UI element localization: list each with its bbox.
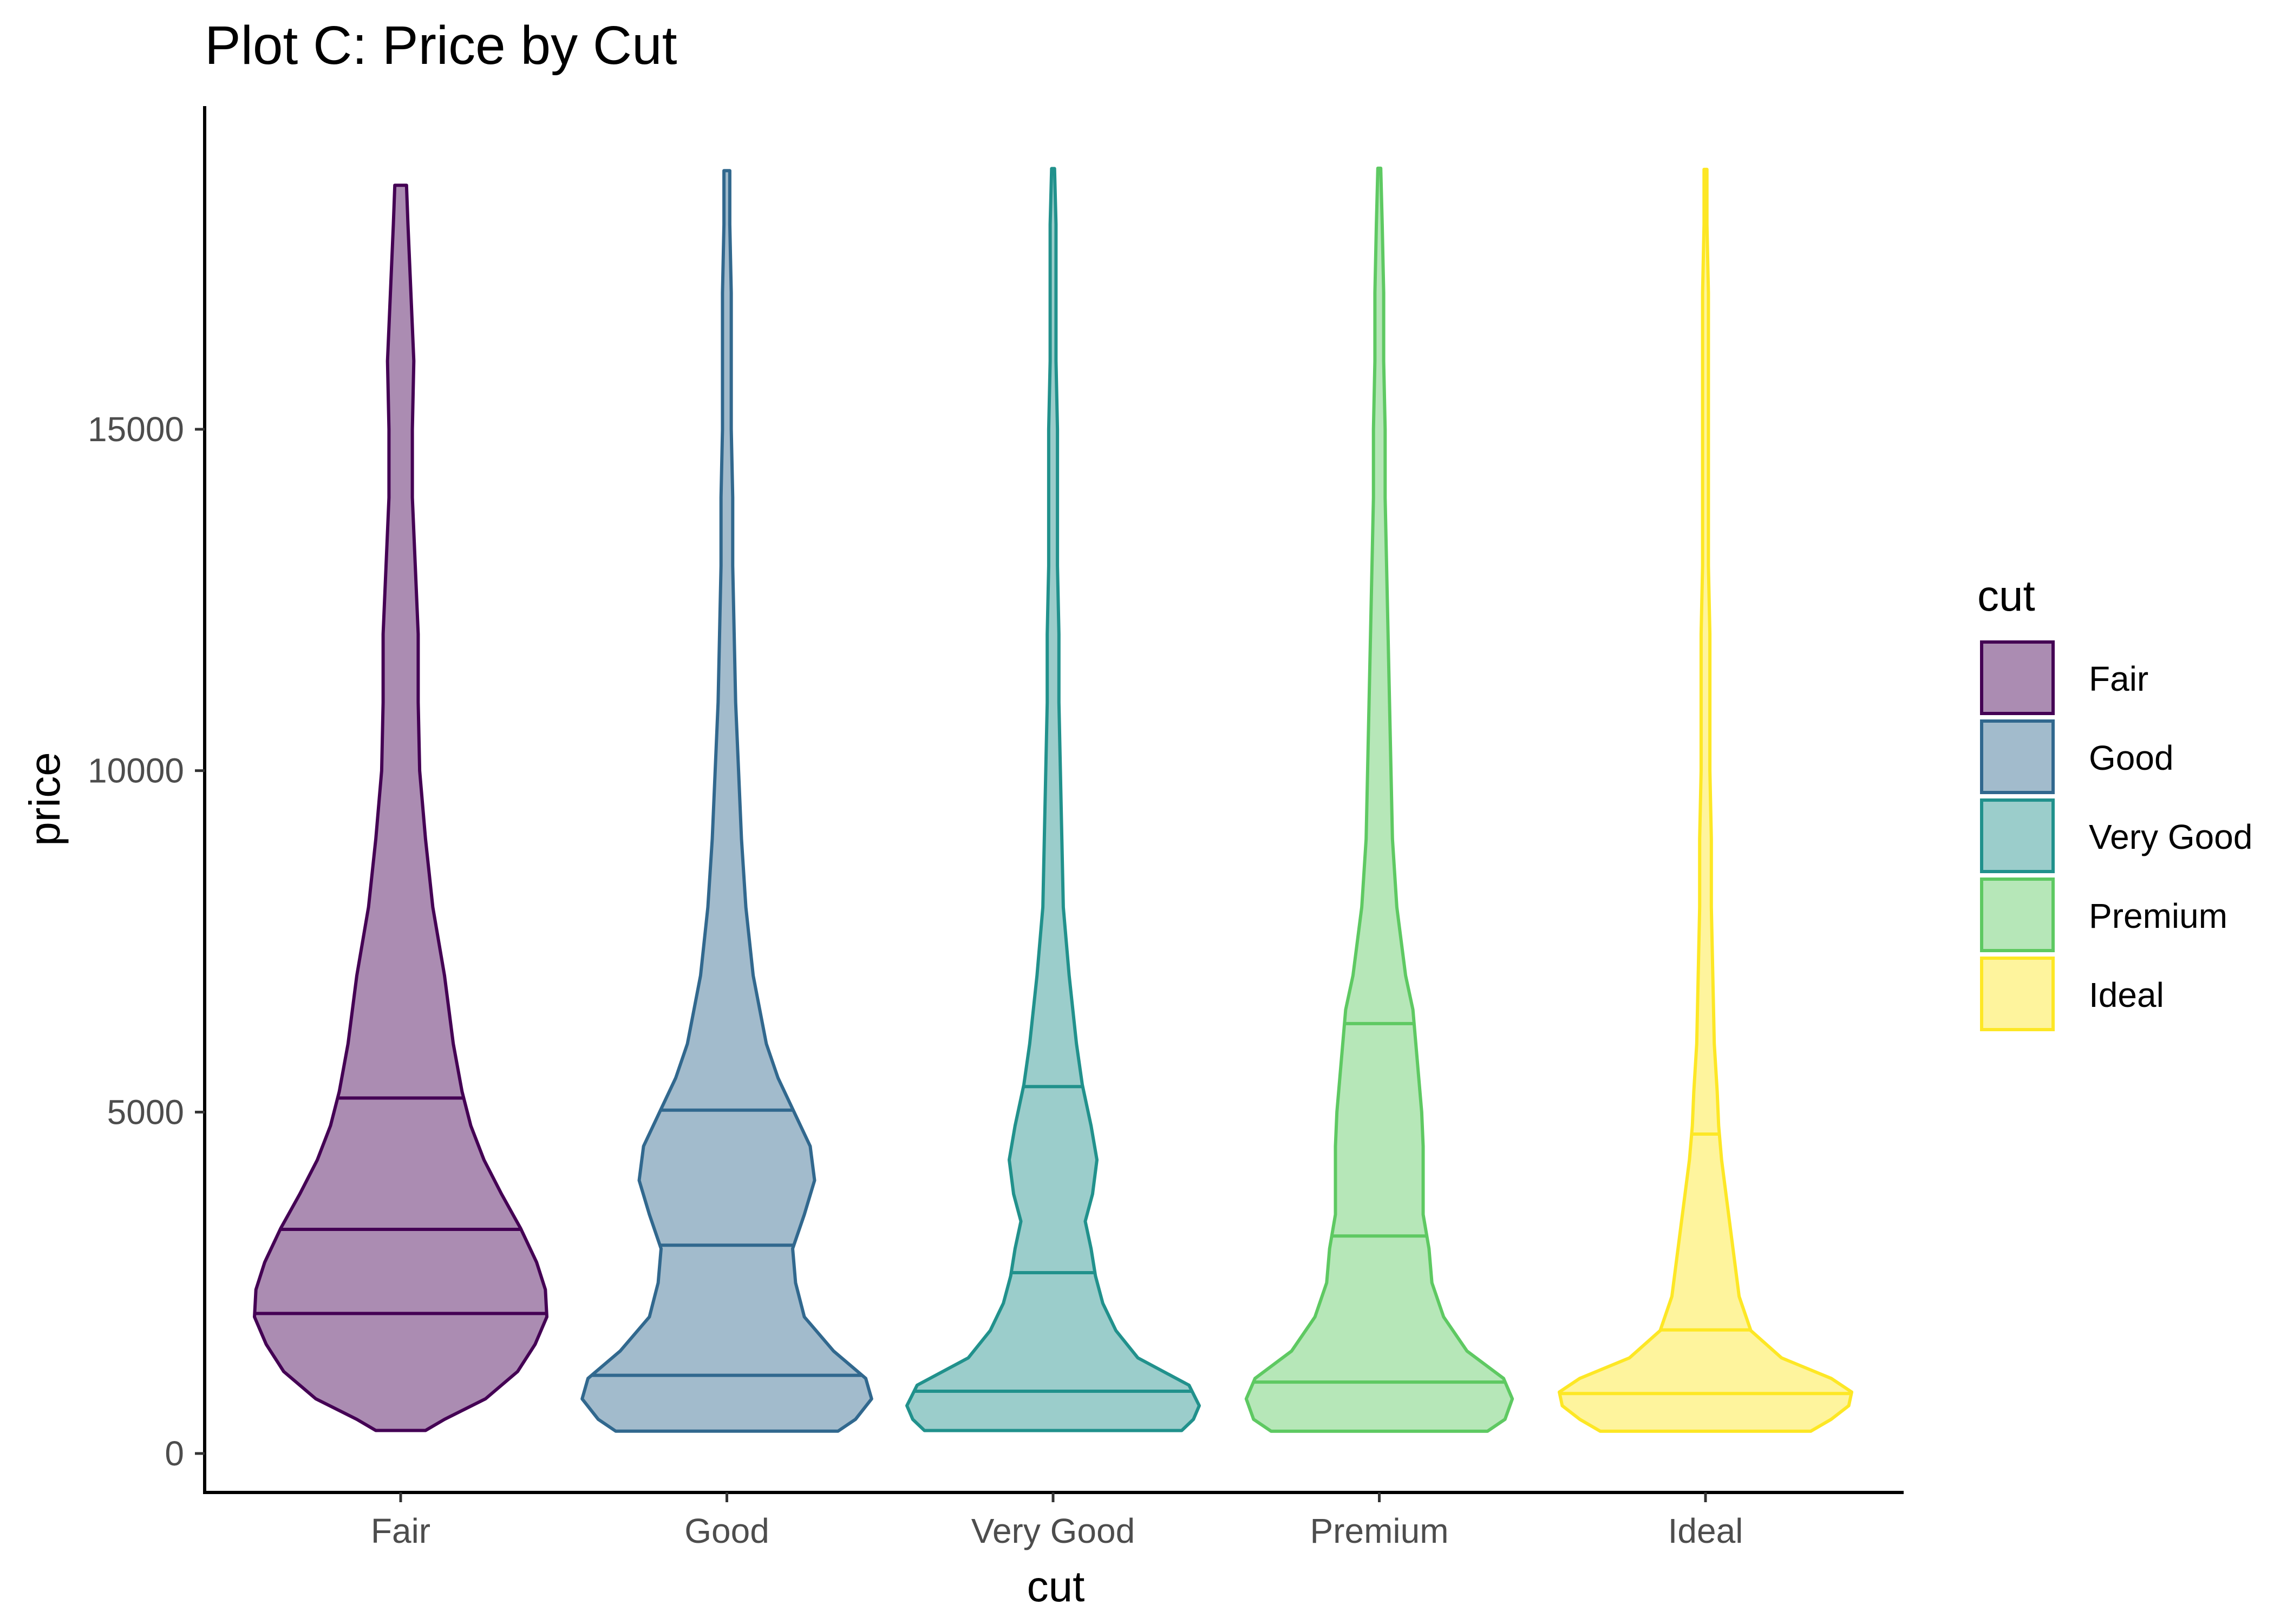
legend-label: Fair xyxy=(2089,659,2148,698)
y-axis-title: price xyxy=(21,752,69,846)
legend-key xyxy=(1980,798,2055,873)
legend-label: Ideal xyxy=(2089,975,2164,1014)
x-tick-label: Fair xyxy=(371,1511,430,1550)
x-tick-label: Ideal xyxy=(1668,1511,1743,1550)
x-ticks-group: Fair Good Very Good Premium Ideal xyxy=(371,1492,1743,1550)
y-ticks-group: 0 5000 10000 15000 xyxy=(88,410,205,1473)
violin-fair xyxy=(253,184,548,1432)
chart-title: Plot C: Price by Cut xyxy=(205,15,677,76)
legend-label: Very Good xyxy=(2089,817,2252,856)
x-tick-label: Premium xyxy=(1310,1511,1448,1550)
violin-good xyxy=(580,169,873,1433)
violin-premium xyxy=(1244,166,1514,1433)
violin-very-good xyxy=(905,167,1201,1432)
legend-label: Good xyxy=(2089,738,2174,777)
legend-key xyxy=(1980,640,2055,715)
x-axis-title: cut xyxy=(1027,1562,1085,1610)
y-tick-label: 10000 xyxy=(88,751,184,790)
x-tick-label: Very Good xyxy=(971,1511,1135,1550)
y-tick-label: 0 xyxy=(165,1434,184,1473)
violins-group xyxy=(253,166,1853,1433)
legend-label: Premium xyxy=(2089,896,2227,935)
legend-key xyxy=(1980,957,2055,1031)
legend: cut Fair Good Very Good Premium Ideal xyxy=(1977,572,2252,1031)
y-tick-label: 15000 xyxy=(88,410,184,449)
x-tick-label: Good xyxy=(684,1511,769,1550)
y-tick-label: 5000 xyxy=(107,1092,184,1131)
legend-key xyxy=(1980,719,2055,794)
violin-ideal xyxy=(1558,167,1853,1433)
legend-title: cut xyxy=(1977,572,2035,620)
legend-key xyxy=(1980,878,2055,952)
